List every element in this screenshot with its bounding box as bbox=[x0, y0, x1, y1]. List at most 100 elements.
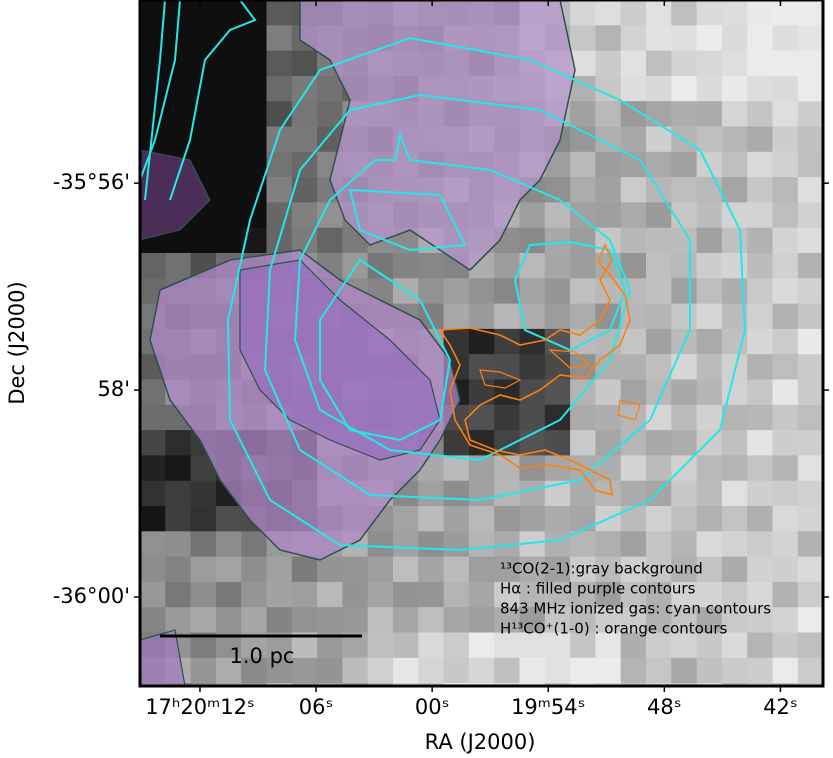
pixel bbox=[215, 25, 242, 52]
pixel bbox=[721, 0, 748, 26]
pixel bbox=[696, 177, 723, 203]
pixel bbox=[215, 581, 242, 608]
pixel bbox=[443, 506, 470, 532]
pixel bbox=[367, 607, 394, 633]
pixel bbox=[215, 607, 242, 633]
pixel bbox=[620, 657, 647, 684]
pixel bbox=[747, 328, 773, 355]
pixel bbox=[140, 253, 166, 279]
pixel bbox=[747, 253, 773, 279]
pixel bbox=[291, 50, 318, 77]
pixel bbox=[671, 581, 698, 608]
pixel bbox=[140, 607, 166, 633]
pixel bbox=[519, 657, 546, 684]
pixel bbox=[317, 556, 343, 583]
pixel bbox=[595, 531, 622, 558]
pixel bbox=[570, 177, 596, 203]
pixel bbox=[747, 657, 773, 684]
pixel bbox=[544, 278, 571, 305]
pixel bbox=[772, 404, 799, 431]
pixel bbox=[215, 75, 242, 102]
pixel bbox=[747, 632, 773, 659]
pixel bbox=[544, 227, 571, 254]
x-tick-label: 17ʰ20ᵐ12ˢ bbox=[145, 695, 255, 719]
pixel bbox=[544, 581, 571, 608]
pixel bbox=[696, 227, 723, 254]
pixel bbox=[494, 556, 520, 583]
pixel bbox=[721, 581, 748, 608]
pixel bbox=[721, 531, 748, 558]
pixel bbox=[418, 278, 445, 305]
pixel bbox=[721, 50, 748, 77]
pixel bbox=[140, 430, 166, 456]
pixel bbox=[342, 556, 369, 583]
pixel bbox=[646, 253, 672, 279]
pixel bbox=[494, 253, 520, 279]
pixel bbox=[671, 177, 698, 203]
pixel bbox=[797, 430, 823, 456]
pixel bbox=[165, 556, 192, 583]
plot-frame bbox=[138, 0, 825, 688]
purple-contour bbox=[299, 0, 576, 271]
pixel bbox=[140, 404, 166, 431]
pixel bbox=[468, 278, 495, 305]
pixel bbox=[570, 278, 596, 305]
pixel bbox=[468, 506, 495, 532]
pixel bbox=[266, 607, 293, 633]
pixel bbox=[797, 657, 823, 684]
pixel bbox=[646, 506, 672, 532]
pixel bbox=[367, 531, 394, 558]
pixel bbox=[721, 379, 748, 406]
pixel bbox=[747, 531, 773, 558]
pixel bbox=[140, 556, 166, 583]
pixel bbox=[797, 328, 823, 355]
pixel bbox=[367, 632, 394, 659]
pixel bbox=[646, 404, 672, 431]
pixel bbox=[215, 657, 242, 684]
pixel bbox=[140, 531, 166, 558]
pixel bbox=[393, 581, 419, 608]
purple-contour bbox=[239, 259, 441, 461]
pixel bbox=[747, 581, 773, 608]
pixel bbox=[646, 278, 672, 305]
legend-line: H¹³CO⁺(1-0) : orange contours bbox=[500, 620, 728, 638]
pixel bbox=[140, 50, 166, 77]
pixel bbox=[620, 50, 647, 77]
pixel bbox=[797, 278, 823, 305]
cyan-contour bbox=[226, 36, 747, 552]
pixel bbox=[772, 506, 799, 532]
pixel bbox=[519, 379, 546, 406]
pixel bbox=[772, 581, 799, 608]
pixel bbox=[367, 581, 394, 608]
pixel bbox=[165, 506, 192, 532]
pixel bbox=[519, 404, 546, 431]
x-tick-label: 00ˢ bbox=[415, 695, 450, 719]
pixel bbox=[595, 25, 622, 52]
pixel bbox=[797, 227, 823, 254]
pixel bbox=[468, 404, 495, 431]
pixel bbox=[570, 202, 596, 229]
pixel bbox=[165, 480, 192, 507]
pixel bbox=[646, 25, 672, 52]
pixel bbox=[519, 253, 546, 279]
pixel bbox=[266, 101, 293, 127]
pixel bbox=[140, 75, 166, 102]
pixel bbox=[342, 581, 369, 608]
pixel bbox=[620, 531, 647, 558]
pixel bbox=[165, 455, 192, 482]
pixel bbox=[747, 480, 773, 507]
y-tick-label: 58' bbox=[98, 377, 131, 401]
pixel bbox=[190, 657, 217, 684]
pixel bbox=[241, 50, 267, 77]
pixel bbox=[266, 581, 293, 608]
pixel bbox=[342, 607, 369, 633]
pixel bbox=[418, 556, 445, 583]
pixel bbox=[140, 480, 166, 507]
pixel bbox=[620, 177, 647, 203]
pixel bbox=[140, 379, 166, 406]
pixel bbox=[393, 253, 419, 279]
purple-contour bbox=[140, 149, 211, 241]
pixel bbox=[595, 303, 622, 330]
pixel bbox=[721, 75, 748, 102]
pixel bbox=[772, 101, 799, 127]
